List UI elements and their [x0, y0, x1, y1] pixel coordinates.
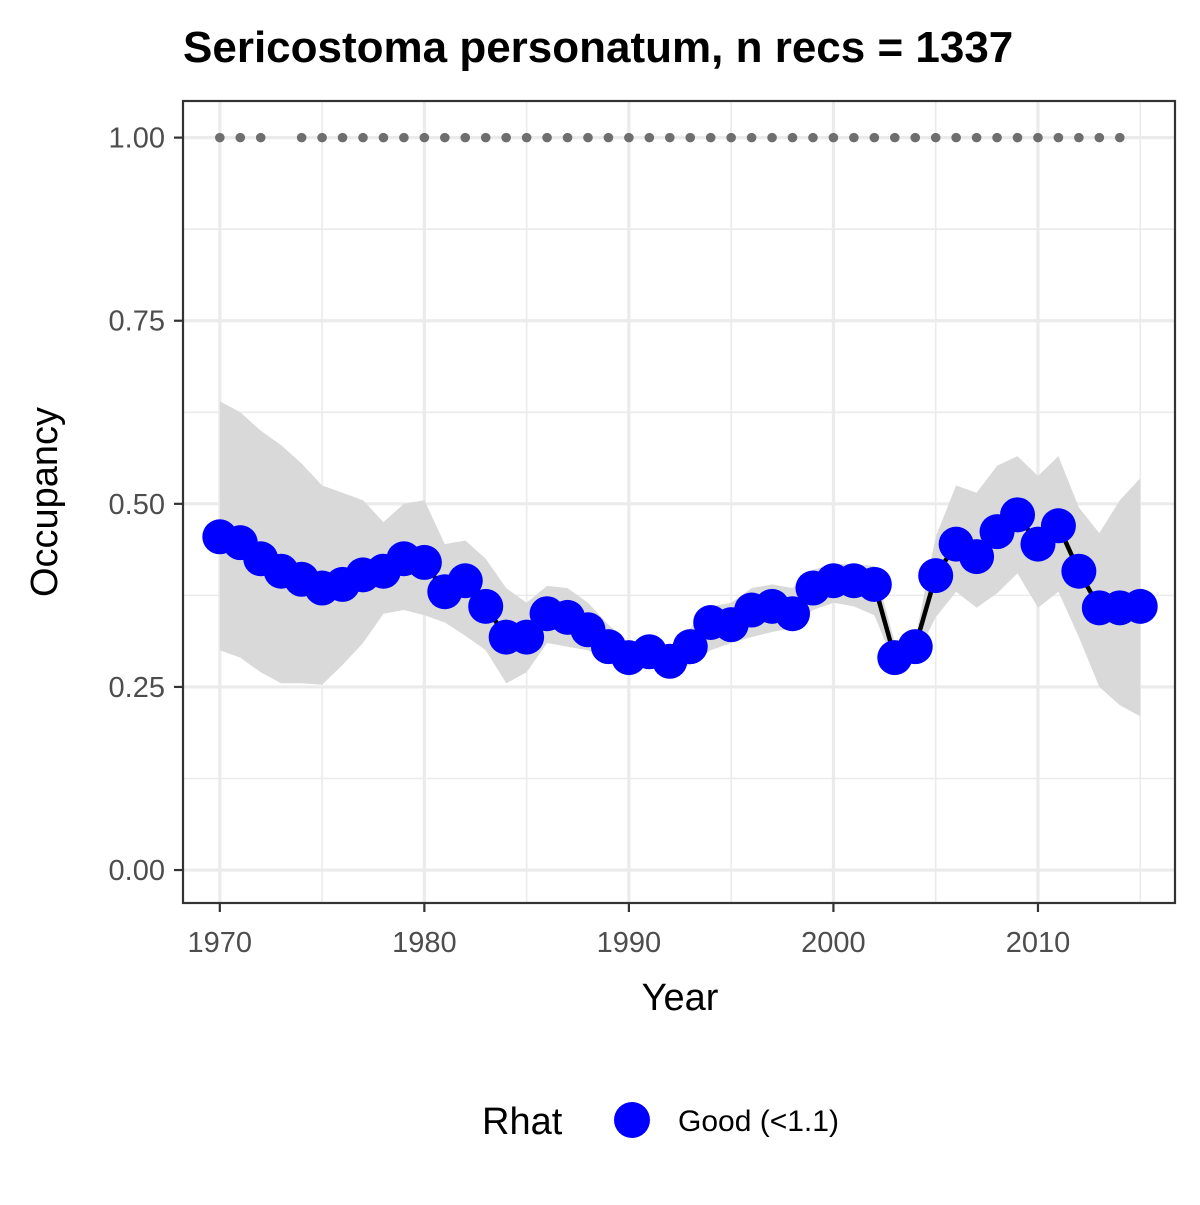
x-tick-label: 1970 — [188, 927, 253, 959]
record-dot — [215, 132, 225, 143]
y-axis-title: Occupancy — [24, 407, 66, 597]
record-dot — [685, 132, 696, 143]
record-dot — [501, 132, 511, 143]
y-tick-label: 0.50 — [109, 489, 165, 521]
legend-key-good — [614, 1102, 650, 1138]
x-tick-label: 1990 — [597, 927, 662, 959]
record-dot — [1114, 132, 1125, 143]
occupancy-point — [1040, 508, 1076, 544]
record-dot — [767, 132, 777, 143]
occupancy-point — [406, 544, 442, 580]
record-dot — [889, 132, 900, 143]
legend-label-good: Good (<1.1) — [678, 1105, 839, 1138]
panel-border — [181, 99, 1177, 905]
record-dot — [583, 132, 593, 143]
record-dot — [726, 132, 736, 143]
record-dot — [521, 132, 532, 143]
y-tick-label: 0.00 — [109, 855, 165, 887]
record-dot — [480, 132, 491, 143]
record-dot — [808, 132, 818, 143]
occupancy-point — [959, 539, 995, 575]
record-dot — [317, 132, 327, 143]
occupancy-point — [672, 629, 708, 665]
x-tick-label: 2010 — [1006, 927, 1071, 959]
record-dot — [746, 132, 757, 143]
occupancy-point — [918, 558, 954, 594]
record-dot — [337, 132, 348, 143]
occupancy-point — [1000, 497, 1036, 533]
record-dot — [399, 132, 409, 143]
record-dot — [419, 132, 430, 143]
occupancy-point — [897, 629, 933, 665]
record-dot — [603, 132, 614, 143]
record-dot — [624, 132, 634, 143]
record-dot — [828, 132, 839, 143]
record-dot — [296, 132, 307, 143]
occupancy-point — [1122, 588, 1158, 624]
occupancy-point — [856, 566, 892, 602]
record-dot — [644, 132, 655, 143]
record-dot — [358, 132, 368, 143]
chart-title: Sericostoma personatum, n recs = 1337 — [183, 23, 1013, 72]
record-dot — [440, 132, 450, 143]
y-tick-label: 1.00 — [109, 123, 165, 155]
y-tick-label: 0.75 — [109, 306, 165, 338]
record-dot — [1074, 132, 1084, 143]
plot-panel — [181, 99, 1177, 905]
record-dot — [542, 132, 552, 143]
occupancy-point — [775, 596, 811, 632]
record-dot — [255, 132, 266, 143]
record-dot — [378, 132, 389, 143]
occupancy-point — [468, 588, 504, 624]
x-axis-title: Year — [642, 977, 719, 1019]
legend: Rhat Good (<1.1) — [482, 1101, 839, 1143]
record-dot — [235, 132, 246, 143]
occupancy-point — [1061, 553, 1097, 589]
record-dot — [910, 132, 921, 143]
record-dot — [562, 132, 573, 143]
record-dot — [869, 132, 880, 143]
record-dot — [1053, 132, 1064, 143]
x-tick-label: 1980 — [392, 927, 457, 959]
occupancy-point — [447, 563, 483, 599]
y-tick-label: 0.25 — [109, 672, 165, 704]
record-dot — [1012, 132, 1023, 143]
record-dot — [664, 132, 675, 143]
record-dot — [951, 132, 961, 143]
record-dot — [1033, 132, 1043, 143]
record-dot — [460, 132, 471, 143]
record-dot — [1094, 132, 1105, 143]
panel-body — [183, 101, 1175, 903]
record-dot — [705, 132, 716, 143]
record-dot — [849, 132, 859, 143]
record-dot — [971, 132, 982, 143]
record-dot — [992, 132, 1002, 143]
record-dot — [787, 132, 798, 143]
occupancy-point — [509, 619, 545, 655]
axes: 0.00 0.25 0.50 0.75 1.00 1970 1980 1990 2000 2010 — [109, 123, 1071, 959]
x-tick-label: 2000 — [801, 927, 866, 959]
record-dot — [930, 132, 941, 143]
legend-title: Rhat — [482, 1101, 563, 1143]
